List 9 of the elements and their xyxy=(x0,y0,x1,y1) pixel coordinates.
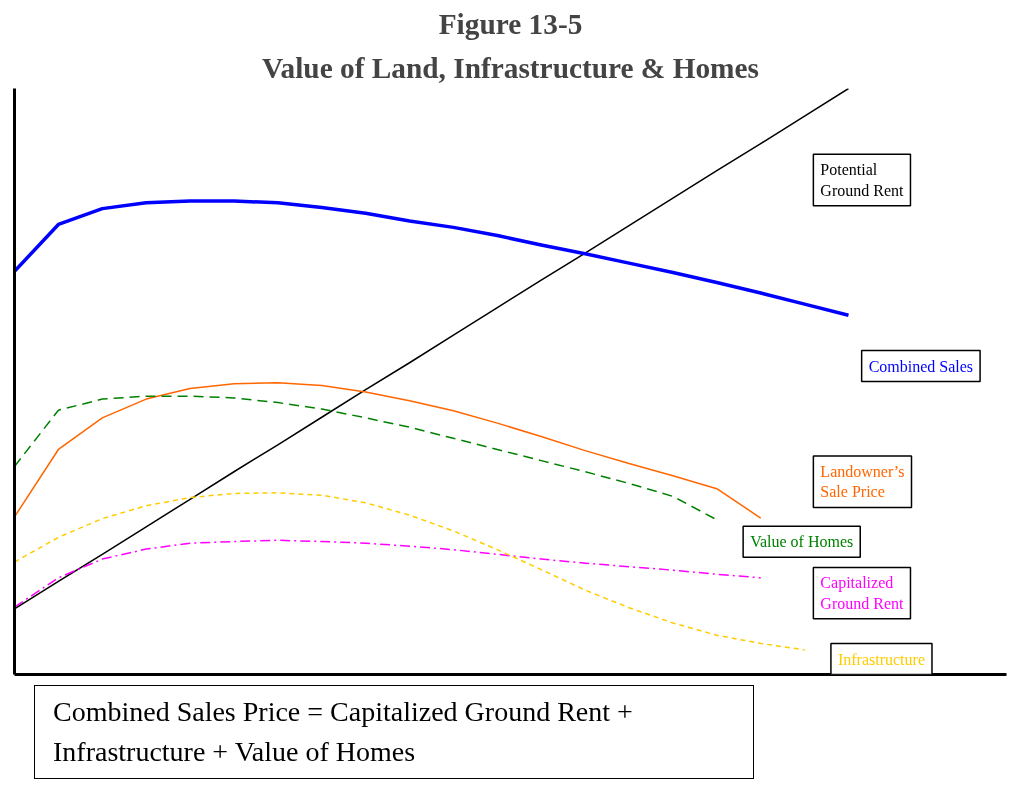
text: Value of Homes xyxy=(750,533,854,551)
text: Landowner’s Sale Price xyxy=(820,463,905,501)
chart-subtitle: Value of Land, Infrastructure & Homes xyxy=(262,51,759,84)
text: Combined Sales xyxy=(868,357,974,375)
text: Capitalized Ground Rent xyxy=(820,574,905,612)
text: Potential Ground Rent xyxy=(820,161,905,199)
chart-title: Figure 13-5 xyxy=(438,7,583,40)
text: Combined Sales Price = Capitalized Ground Rent + Infrastructure + Value of Homes xyxy=(53,695,634,769)
text: Infrastructure xyxy=(837,650,925,668)
